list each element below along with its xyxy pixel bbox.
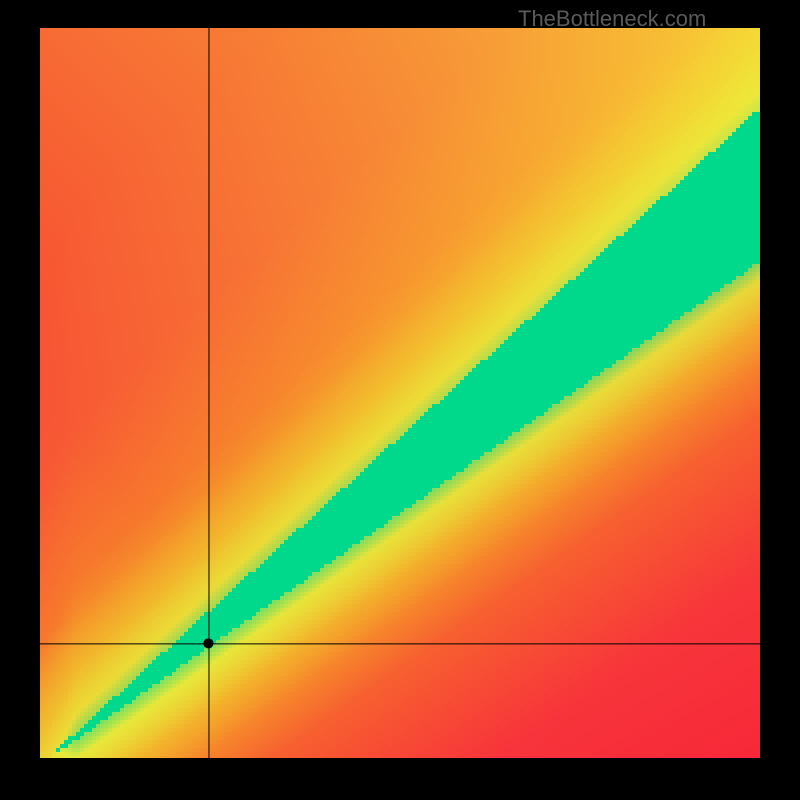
heatmap-canvas <box>40 28 760 758</box>
bottleneck-heatmap <box>40 28 760 758</box>
watermark: TheBottleneck.com <box>518 6 706 32</box>
